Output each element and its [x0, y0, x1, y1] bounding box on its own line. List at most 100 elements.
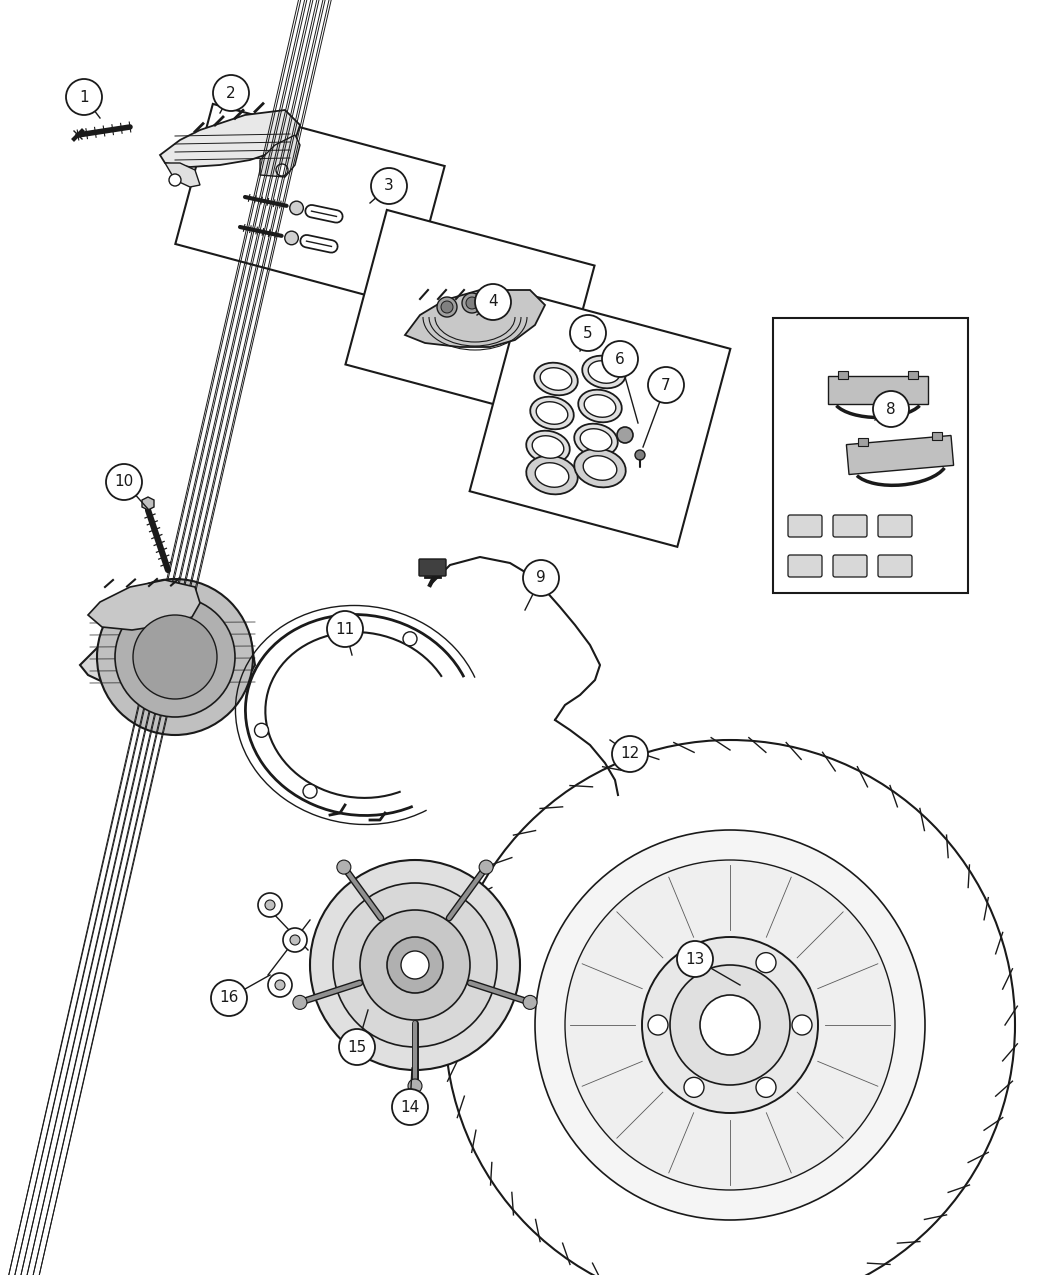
Circle shape: [479, 861, 493, 875]
Ellipse shape: [532, 436, 564, 458]
Text: 14: 14: [400, 1099, 420, 1114]
Text: 7: 7: [662, 377, 671, 393]
Circle shape: [612, 736, 648, 771]
Polygon shape: [828, 376, 928, 404]
Text: 11: 11: [335, 621, 355, 636]
Text: 3: 3: [384, 179, 394, 194]
Circle shape: [475, 284, 511, 320]
Circle shape: [401, 951, 429, 979]
Circle shape: [276, 164, 288, 176]
Circle shape: [462, 293, 482, 312]
Circle shape: [437, 297, 457, 317]
Circle shape: [684, 1077, 704, 1098]
Circle shape: [441, 301, 453, 312]
Circle shape: [602, 340, 638, 377]
Circle shape: [523, 560, 559, 595]
Circle shape: [635, 450, 645, 460]
Polygon shape: [175, 103, 445, 306]
FancyBboxPatch shape: [788, 515, 822, 537]
Text: 9: 9: [537, 570, 546, 585]
Circle shape: [466, 297, 478, 309]
Circle shape: [392, 1089, 428, 1125]
Text: 1: 1: [79, 89, 89, 105]
FancyBboxPatch shape: [833, 515, 867, 537]
Ellipse shape: [526, 431, 570, 463]
Circle shape: [408, 1079, 422, 1093]
Circle shape: [290, 935, 300, 945]
Circle shape: [339, 1029, 375, 1065]
Text: 5: 5: [583, 325, 593, 340]
Circle shape: [756, 952, 776, 973]
Ellipse shape: [574, 423, 617, 456]
FancyBboxPatch shape: [788, 555, 822, 578]
Circle shape: [523, 996, 538, 1010]
Circle shape: [265, 900, 275, 910]
Polygon shape: [88, 580, 200, 630]
Circle shape: [66, 79, 102, 115]
Polygon shape: [846, 436, 953, 474]
Circle shape: [213, 75, 249, 111]
Polygon shape: [160, 110, 300, 167]
Ellipse shape: [536, 463, 569, 487]
Ellipse shape: [584, 395, 615, 417]
FancyBboxPatch shape: [878, 555, 912, 578]
Text: 6: 6: [615, 352, 625, 366]
Circle shape: [97, 579, 253, 734]
Bar: [859, 439, 868, 446]
Polygon shape: [773, 317, 967, 593]
Bar: [908, 371, 918, 379]
Text: 10: 10: [114, 474, 133, 490]
Circle shape: [487, 293, 507, 312]
Circle shape: [254, 723, 269, 737]
Circle shape: [327, 611, 363, 646]
Circle shape: [106, 464, 142, 500]
Circle shape: [310, 861, 520, 1070]
Circle shape: [617, 427, 633, 442]
FancyBboxPatch shape: [878, 515, 912, 537]
Circle shape: [133, 615, 217, 699]
Circle shape: [536, 830, 925, 1220]
Polygon shape: [165, 163, 200, 187]
Ellipse shape: [534, 362, 578, 395]
Text: 13: 13: [686, 951, 705, 966]
Circle shape: [360, 910, 470, 1020]
Text: 4: 4: [488, 295, 498, 310]
Ellipse shape: [537, 402, 568, 425]
Polygon shape: [260, 135, 300, 177]
Circle shape: [371, 168, 407, 204]
Ellipse shape: [581, 428, 612, 451]
Circle shape: [873, 391, 909, 427]
Circle shape: [491, 297, 503, 309]
Polygon shape: [80, 601, 255, 710]
Polygon shape: [469, 293, 731, 547]
FancyBboxPatch shape: [419, 558, 446, 576]
Text: 12: 12: [621, 746, 639, 761]
Circle shape: [303, 784, 317, 798]
Circle shape: [648, 367, 684, 403]
Circle shape: [290, 201, 303, 214]
Circle shape: [642, 937, 818, 1113]
Circle shape: [565, 861, 895, 1190]
Text: 15: 15: [348, 1039, 366, 1054]
Ellipse shape: [530, 397, 573, 430]
Circle shape: [684, 952, 704, 973]
Bar: [931, 432, 942, 440]
Circle shape: [284, 928, 307, 952]
Polygon shape: [405, 289, 545, 347]
Text: 2: 2: [226, 85, 236, 101]
Circle shape: [756, 1077, 776, 1098]
Polygon shape: [345, 210, 594, 419]
Ellipse shape: [574, 449, 626, 487]
Ellipse shape: [588, 361, 619, 384]
Circle shape: [258, 892, 282, 917]
Circle shape: [268, 973, 292, 997]
Circle shape: [211, 980, 247, 1016]
Ellipse shape: [540, 367, 572, 390]
Text: 16: 16: [219, 991, 238, 1006]
Circle shape: [337, 861, 351, 875]
Circle shape: [445, 740, 1015, 1275]
Text: 8: 8: [886, 402, 896, 417]
Bar: [838, 371, 848, 379]
Circle shape: [670, 965, 790, 1085]
Circle shape: [333, 884, 497, 1047]
